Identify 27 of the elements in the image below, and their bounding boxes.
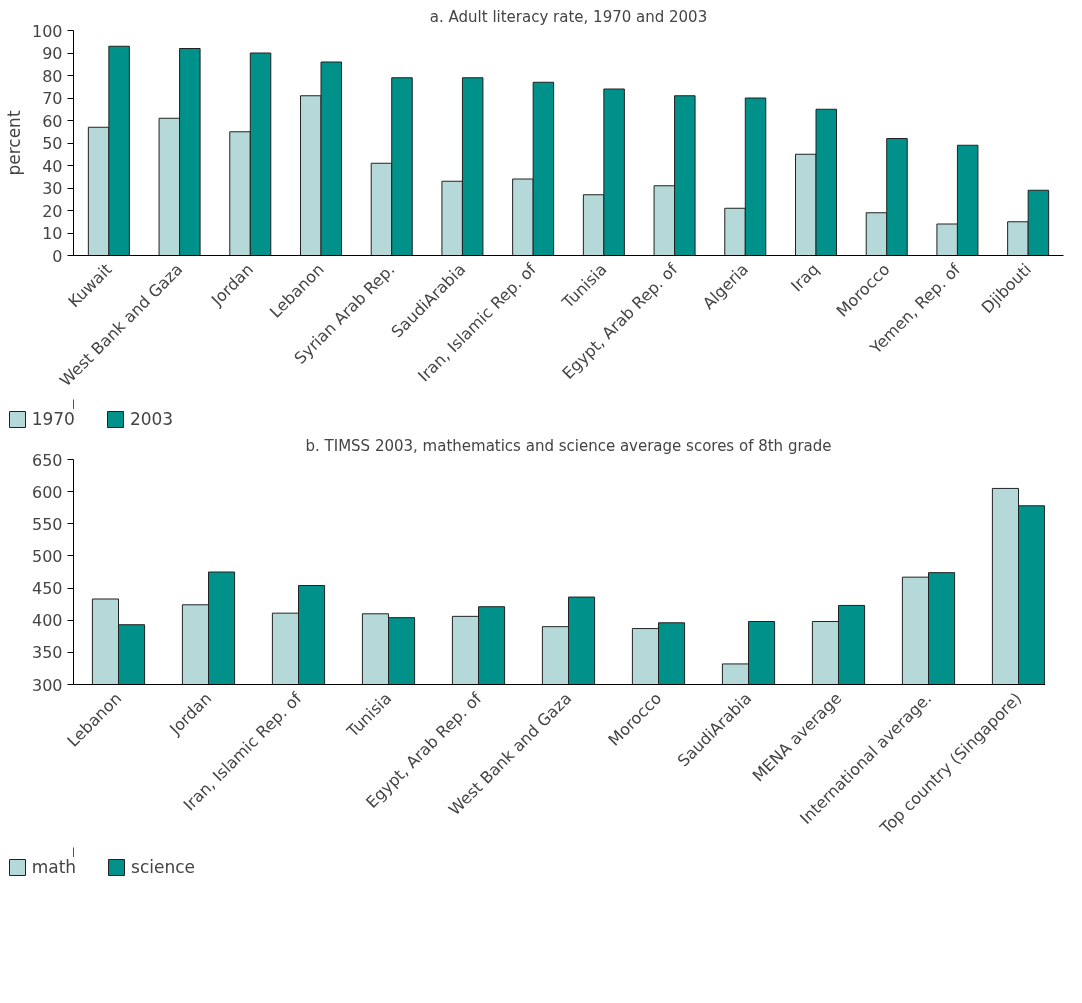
y-tick-label: 90	[42, 44, 63, 63]
y-tick-label: 10	[42, 224, 63, 243]
y-tick-label: 40	[42, 156, 63, 176]
y-tick-label: 50	[42, 134, 63, 153]
chart-title: a. Adult literacy rate, 1970 and 2003	[429, 7, 708, 26]
y-tick-label: 500	[31, 546, 63, 566]
y-tick-label: 450	[31, 579, 63, 599]
y-tick-label: 300	[31, 675, 63, 695]
y-tick-label: 100	[31, 21, 63, 41]
y-tick-label: 80	[42, 66, 63, 86]
x-tick-label: Iraq	[787, 259, 823, 296]
y-axis-title: percent	[3, 110, 24, 176]
y-tick-label: 0	[52, 246, 63, 266]
legend-label: 2003	[129, 409, 174, 429]
legend-label: science	[131, 857, 196, 877]
chart-title: b. TIMSS 2003, mathematics and science average scores of 8th grade	[305, 436, 832, 455]
y-tick-label: 550	[31, 514, 63, 534]
y-tick-label: 60	[42, 111, 63, 131]
y-tick-label: 650	[31, 450, 63, 470]
y-tick-label: 400	[31, 611, 63, 631]
y-tick-label: 600	[31, 482, 63, 502]
y-tick-label: 20	[42, 201, 63, 221]
y-tick-label: 30	[42, 179, 63, 198]
legend-label: 1970	[31, 409, 75, 429]
legend-label: math	[31, 857, 77, 877]
y-tick-label: 350	[31, 643, 63, 663]
y-tick-label: 70	[42, 89, 63, 108]
